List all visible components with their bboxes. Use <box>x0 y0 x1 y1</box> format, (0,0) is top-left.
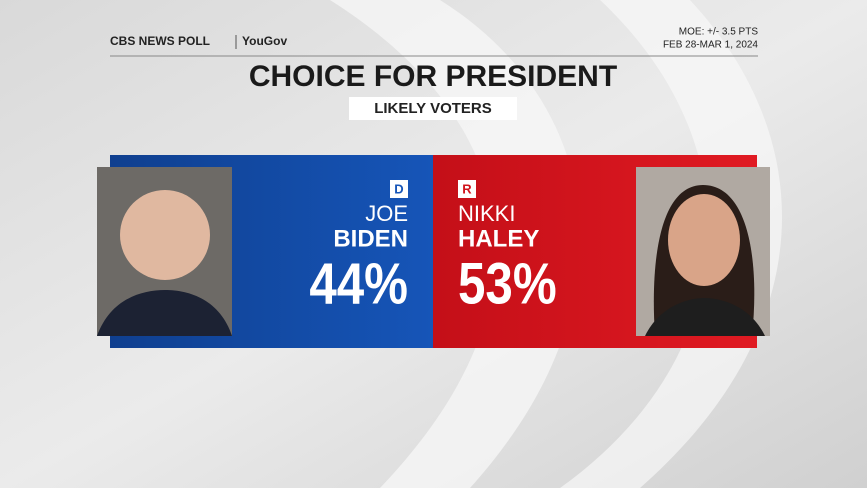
title: CHOICE FOR PRESIDENT <box>249 60 617 93</box>
party-badge <box>390 180 408 198</box>
party: D <box>394 181 403 196</box>
brand: CBS NEWS POLL <box>110 34 210 48</box>
partner: YouGov <box>242 34 287 48</box>
first-name: NIKKI <box>458 201 515 226</box>
party: R <box>462 181 472 196</box>
photo-face <box>120 190 210 280</box>
subtitle-box <box>349 97 517 120</box>
party-badge <box>458 180 476 198</box>
share: 53% <box>458 252 557 317</box>
first-name: JOE <box>365 201 408 226</box>
last-name: HALEY <box>458 225 539 252</box>
dates: FEB 28-MAR 1, 2024 <box>663 40 758 51</box>
subtitle: LIKELY VOTERS <box>374 100 492 117</box>
swirl <box>560 0 783 488</box>
last-name: BIDEN <box>333 225 408 252</box>
photo-body <box>645 298 765 336</box>
photo-face <box>668 194 740 286</box>
photo-body <box>97 290 232 336</box>
share: 44% <box>309 252 408 317</box>
moe: MOE: +/- 3.5 PTS <box>679 27 759 38</box>
swirl <box>330 0 581 488</box>
